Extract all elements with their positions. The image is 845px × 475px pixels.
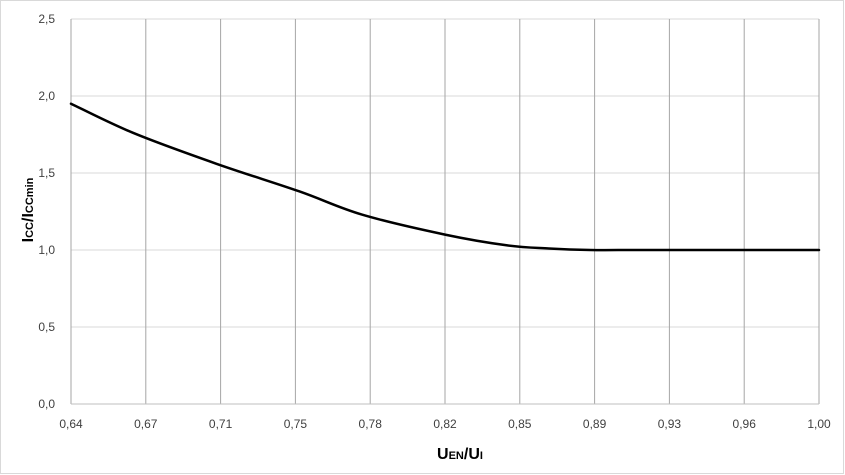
series-line	[69, 102, 821, 252]
x-axis-title: UEN/UI	[437, 446, 483, 463]
x-tick-labels: 0,64 0,67 0,71 0,75 0,78 0,82 0,85 0,89 0,93 0,96…	[59, 417, 831, 431]
x-tick-label: 0,71	[209, 417, 233, 431]
x-tick-label: 0,67	[134, 417, 158, 431]
series-group	[69, 102, 821, 252]
x-tick-label: 1,00	[807, 417, 831, 431]
y-tick-label: 0,0	[38, 397, 55, 411]
y-tick-label: 1,5	[38, 166, 55, 180]
gridlines	[70, 18, 820, 405]
y-tick-label: 2,5	[38, 12, 55, 26]
y-axis-title: ICC/ICCmin	[20, 177, 37, 242]
y-tick-labels: 0,0 0,5 1,0 1,5 2,0 2,5	[38, 12, 55, 411]
x-tick-label: 0,64	[59, 417, 83, 431]
x-tick-label: 0,85	[508, 417, 532, 431]
y-tick-label: 1,0	[38, 243, 55, 257]
x-tick-label: 0,82	[433, 417, 457, 431]
x-tick-label: 0,96	[733, 417, 757, 431]
y-tick-label: 2,0	[38, 89, 55, 103]
x-tick-label: 0,75	[284, 417, 308, 431]
x-tick-label: 0,78	[359, 417, 383, 431]
x-tick-label: 0,89	[583, 417, 607, 431]
x-tick-label: 0,93	[658, 417, 682, 431]
y-tick-label: 0,5	[38, 320, 55, 334]
